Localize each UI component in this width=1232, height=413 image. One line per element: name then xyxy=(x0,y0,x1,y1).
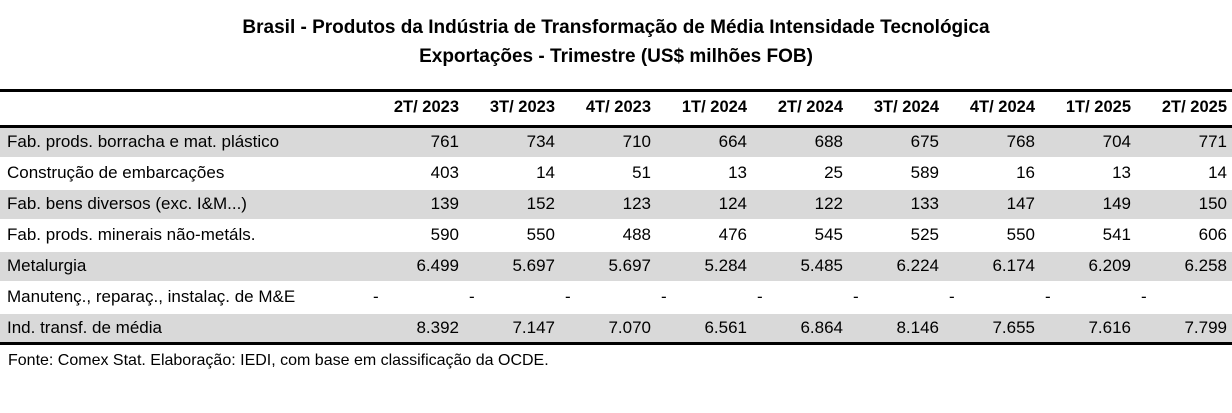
corner-cell xyxy=(0,90,368,128)
row-label: Ind. transf. de média xyxy=(0,311,368,345)
value-cell: - xyxy=(469,287,475,306)
value-cell: 664 xyxy=(656,125,752,159)
value-cell: 476 xyxy=(718,225,747,244)
row-label: Fab. prods. borracha e mat. plástico xyxy=(0,125,368,159)
column-header: 3T/ 2024 xyxy=(848,90,944,128)
value-cell: 149 xyxy=(1040,187,1136,221)
value-cell: 14 xyxy=(1208,163,1227,182)
value-cell: 147 xyxy=(944,187,1040,221)
value-cell: 6.561 xyxy=(656,311,752,345)
value-cell: 13 xyxy=(1112,163,1131,182)
value-cell: 6.864 xyxy=(752,311,848,345)
value-cell: 152 xyxy=(464,187,560,221)
row-label: Manutenç., reparaç., instalaç. de M&E xyxy=(7,287,296,306)
value-cell: 589 xyxy=(910,163,939,182)
value-cell: 606 xyxy=(1198,225,1227,244)
value-cell: 123 xyxy=(560,187,656,221)
value-cell: 150 xyxy=(1136,187,1232,221)
source-note: Fonte: Comex Stat. Elaboração: IEDI, com… xyxy=(8,352,549,369)
value-cell: - xyxy=(373,287,379,306)
value-cell: 6.224 xyxy=(848,249,944,283)
column-header: 2T/ 2025 xyxy=(1136,90,1232,128)
value-cell: - xyxy=(853,287,859,306)
value-cell: 541 xyxy=(1102,225,1131,244)
value-cell: 550 xyxy=(1006,225,1035,244)
value-cell: 139 xyxy=(368,187,464,221)
value-cell: 488 xyxy=(622,225,651,244)
value-cell: 122 xyxy=(752,187,848,221)
value-cell: 7.147 xyxy=(464,311,560,345)
value-cell: 550 xyxy=(526,225,555,244)
value-cell: 5.284 xyxy=(656,249,752,283)
row-label: Metalurgia xyxy=(0,249,368,283)
value-cell: 16 xyxy=(1016,163,1035,182)
value-cell: 7.655 xyxy=(944,311,1040,345)
table-row: Manutenç., reparaç., instalaç. de M&E - - -… xyxy=(0,282,1232,313)
value-cell: 25 xyxy=(824,163,843,182)
value-cell: 5.697 xyxy=(464,249,560,283)
column-header: 2T/ 2024 xyxy=(752,90,848,128)
column-header: 2T/ 2023 xyxy=(368,90,464,128)
row-label: Fab. prods. minerais não-metáls. xyxy=(7,225,256,244)
column-header: 4T/ 2023 xyxy=(560,90,656,128)
value-cell: 13 xyxy=(728,163,747,182)
value-cell: 7.070 xyxy=(560,311,656,345)
value-cell: 675 xyxy=(848,125,944,159)
value-cell: 688 xyxy=(752,125,848,159)
report-title: Brasil - Produtos da Indústria de Transf… xyxy=(242,17,990,38)
report-subtitle: Exportações - Trimestre (US$ milhões FOB… xyxy=(419,46,813,67)
value-cell: 545 xyxy=(814,225,843,244)
value-cell: - xyxy=(1045,287,1051,306)
table-row: Fab. bens diversos (exc. I&M...) 139 152 12… xyxy=(0,187,1232,221)
value-cell: - xyxy=(661,287,667,306)
table-header-row: 2T/ 2023 3T/ 2023 4T/ 2023 1T/ 2024 2T/ 2024… xyxy=(0,90,1232,128)
column-header: 4T/ 2024 xyxy=(944,90,1040,128)
table-row: Construção de embarcações 403 14 51 13 25 589 1… xyxy=(0,158,1232,189)
value-cell: 133 xyxy=(848,187,944,221)
value-cell: 761 xyxy=(368,125,464,159)
value-cell: - xyxy=(565,287,571,306)
value-cell: 6.258 xyxy=(1136,249,1232,283)
value-cell: 14 xyxy=(536,163,555,182)
value-cell: 590 xyxy=(430,225,459,244)
value-cell: 5.697 xyxy=(560,249,656,283)
value-cell: 6.174 xyxy=(944,249,1040,283)
table-row: Ind. transf. de média 8.392 7.147 7.070 6.56… xyxy=(0,311,1232,345)
table-row: Metalurgia 6.499 5.697 5.697 5.284 5.485 6.224… xyxy=(0,249,1232,283)
value-cell: - xyxy=(949,287,955,306)
table-row: Fab. prods. minerais não-metáls. 590 550 48… xyxy=(0,220,1232,251)
value-cell: - xyxy=(757,287,763,306)
value-cell: 525 xyxy=(910,225,939,244)
table-row: Fab. prods. borracha e mat. plástico 761 7… xyxy=(0,125,1232,159)
value-cell: 7.616 xyxy=(1040,311,1136,345)
value-cell: 124 xyxy=(656,187,752,221)
value-cell: 8.146 xyxy=(848,311,944,345)
title-block: Brasil - Produtos da Indústria de Transf… xyxy=(0,0,1232,89)
value-cell: 768 xyxy=(944,125,1040,159)
column-header: 1T/ 2025 xyxy=(1040,90,1136,128)
value-cell: 710 xyxy=(560,125,656,159)
column-header: 1T/ 2024 xyxy=(656,90,752,128)
value-cell: - xyxy=(1141,287,1147,306)
value-cell: 7.799 xyxy=(1136,311,1232,345)
value-cell: 771 xyxy=(1136,125,1232,159)
value-cell: 6.499 xyxy=(368,249,464,283)
value-cell: 734 xyxy=(464,125,560,159)
value-cell: 8.392 xyxy=(368,311,464,345)
value-cell: 6.209 xyxy=(1040,249,1136,283)
value-cell: 51 xyxy=(632,163,651,182)
column-header: 3T/ 2023 xyxy=(464,90,560,128)
value-cell: 704 xyxy=(1040,125,1136,159)
row-label: Fab. bens diversos (exc. I&M...) xyxy=(0,187,368,221)
value-cell: 5.485 xyxy=(752,249,848,283)
value-cell: 403 xyxy=(430,163,459,182)
data-table: 2T/ 2023 3T/ 2023 4T/ 2023 1T/ 2024 2T/ 2024… xyxy=(0,89,1232,345)
row-label: Construção de embarcações xyxy=(7,163,225,182)
